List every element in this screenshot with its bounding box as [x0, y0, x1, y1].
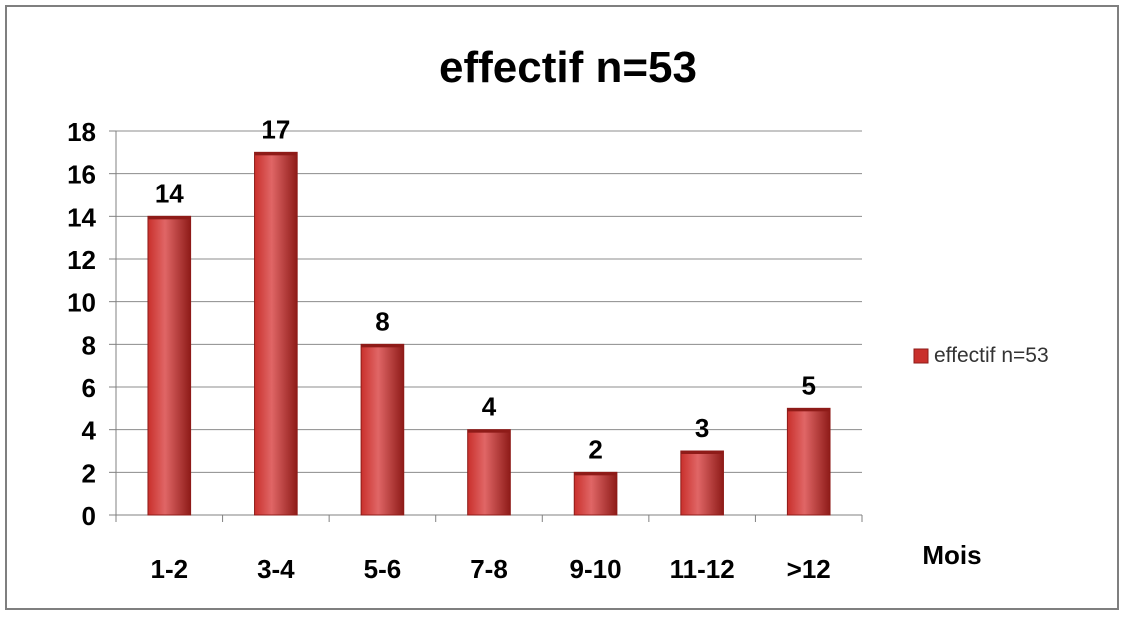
data-label: 17: [261, 114, 290, 144]
y-tick-label: 12: [67, 245, 96, 275]
y-tick-label: 14: [67, 202, 96, 232]
bar-top-edge: [255, 152, 298, 155]
bar-top-edge: [468, 430, 511, 433]
bar-top-edge: [361, 344, 404, 347]
x-tick-label: 7-8: [470, 554, 508, 584]
bar-top-edge: [681, 451, 724, 454]
bar: [574, 472, 617, 515]
data-label: 2: [588, 434, 602, 464]
bar: [255, 152, 298, 515]
data-label: 4: [482, 392, 497, 422]
x-axis-title: Mois: [922, 540, 981, 570]
legend-label: effectif n=53: [934, 344, 1049, 367]
y-tick-label: 4: [82, 416, 97, 446]
data-label: 14: [155, 178, 184, 208]
y-tick-label: 16: [67, 160, 96, 190]
bar-top-edge: [787, 408, 830, 411]
x-tick-label: >12: [787, 554, 831, 584]
y-tick-label: 8: [82, 330, 96, 360]
bar: [681, 451, 724, 515]
x-tick-label: 5-6: [364, 554, 402, 584]
bar-top-edge: [574, 472, 617, 475]
legend: effectif n=53: [914, 344, 1049, 367]
y-tick-label: 6: [82, 373, 96, 403]
data-label: 3: [695, 413, 709, 443]
y-tick-label: 18: [67, 117, 96, 147]
bar: [361, 344, 404, 515]
y-tick-label: 2: [82, 458, 96, 488]
bar: [148, 216, 191, 515]
y-tick-label: 0: [82, 501, 96, 531]
x-tick-label: 9-10: [570, 554, 622, 584]
x-tick-label: 1-2: [150, 554, 188, 584]
bar-top-edge: [148, 216, 191, 219]
bar: [787, 408, 830, 515]
x-tick-label: 3-4: [257, 554, 295, 584]
bar: [468, 430, 511, 515]
legend-swatch: [914, 349, 928, 363]
data-label: 5: [801, 370, 815, 400]
chart-title: effectif n=53: [439, 43, 697, 92]
x-tick-label: 11-12: [670, 554, 735, 584]
y-tick-label: 10: [67, 288, 96, 318]
data-label: 8: [375, 306, 389, 336]
